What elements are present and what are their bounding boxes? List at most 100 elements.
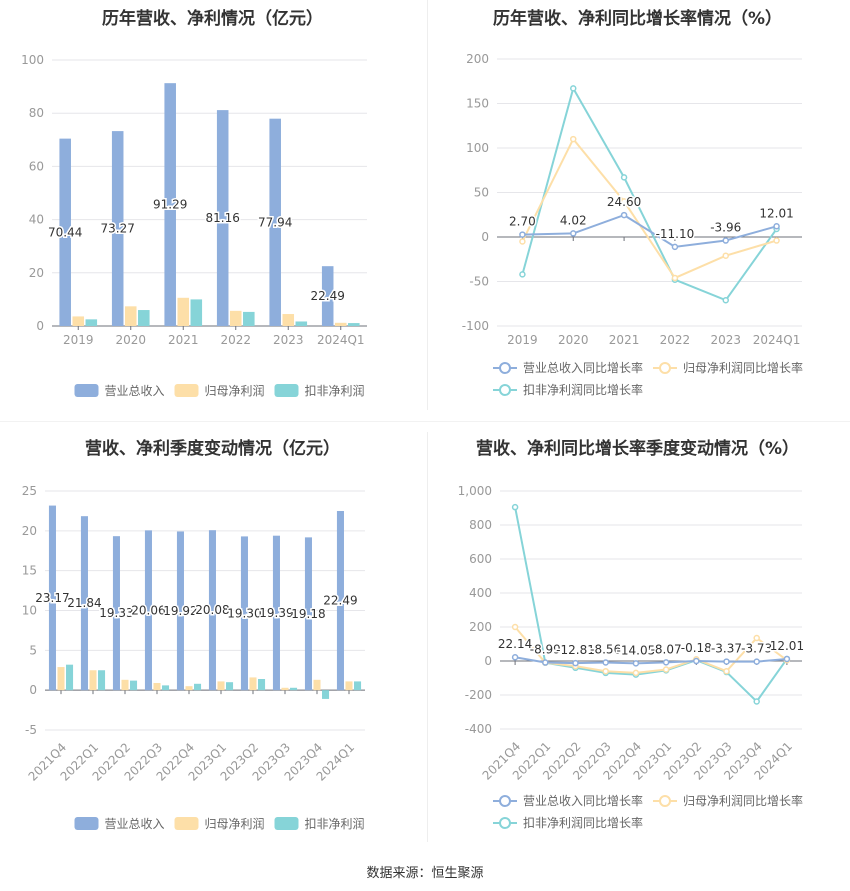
quarterly-revenue-bar-chart: -505101520252021Q42022Q12022Q22022Q32022…: [22, 484, 365, 831]
bar: [85, 319, 98, 326]
data-label: 73.27: [101, 222, 135, 236]
legend-label: 扣非净利润: [305, 817, 365, 831]
bar: [162, 685, 170, 691]
bar: [98, 670, 106, 691]
bar: [304, 537, 312, 691]
data-label: 19.33: [99, 606, 133, 620]
series-point: [671, 274, 679, 282]
x-tick-label: 2023: [710, 333, 741, 347]
y-tick-label: 60: [29, 159, 44, 173]
legend-label: 扣非净利润同比增长率: [523, 382, 643, 397]
y-tick-label: 20: [22, 524, 37, 538]
y-tick-label: 100: [466, 141, 489, 155]
series-point: [602, 659, 609, 666]
y-tick-label: 800: [469, 518, 492, 532]
bar: [345, 681, 353, 691]
bar: [190, 299, 203, 326]
y-tick-label: 50: [474, 186, 489, 200]
legend-label: 营业总收入: [105, 817, 165, 831]
legend-swatch: [174, 817, 199, 830]
data-label: -12.81: [556, 643, 595, 657]
bar: [72, 316, 85, 326]
x-tick-label: 2022: [660, 333, 691, 347]
data-label: 77.94: [258, 215, 292, 229]
series-point: [723, 658, 730, 665]
chart-title: 历年营收、净利同比增长率情况（%）: [492, 9, 783, 29]
x-tick-label: 2019: [507, 333, 538, 347]
bar: [59, 138, 71, 326]
bar: [336, 510, 344, 691]
data-label: 19.92: [163, 604, 197, 618]
data-source-note: 数据来源：恒生聚源: [366, 866, 484, 881]
quarterly-growth-line-chart: -400-20002004006008001,0002021Q42022Q120…: [458, 484, 806, 830]
data-label: 22.49: [323, 594, 357, 608]
legend-marker: [659, 362, 671, 374]
bar: [153, 682, 161, 691]
series-point: [753, 698, 760, 705]
series-point: [620, 198, 628, 205]
series-point: [511, 503, 519, 511]
series-line: [514, 626, 788, 674]
series-point: [620, 174, 628, 181]
bar: [138, 310, 150, 326]
series-line: [521, 137, 777, 280]
data-label: 19.18: [291, 607, 325, 621]
x-tick-label: 2024Q1: [317, 333, 365, 347]
data-label: 12.01: [770, 639, 804, 653]
bar: [80, 516, 88, 691]
y-tick-label: 15: [22, 564, 37, 578]
y-tick-label: 20: [29, 266, 44, 280]
legend-swatch: [74, 384, 99, 397]
y-tick-label: 200: [466, 52, 489, 66]
y-tick-label: 0: [29, 683, 37, 697]
data-label: 22.49: [311, 289, 345, 303]
data-label: 2.70: [509, 215, 536, 229]
data-label: 24.60: [607, 195, 641, 209]
series-point: [783, 655, 791, 663]
bar: [124, 306, 137, 326]
series-point: [602, 667, 609, 675]
chart-title: 营收、净利同比增长率季度变动情况（%）: [475, 439, 800, 459]
bar: [354, 681, 362, 691]
data-label: -3.73: [741, 642, 772, 656]
series-line: [514, 506, 788, 703]
legend-marker: [659, 795, 671, 807]
bar: [164, 83, 176, 326]
y-tick-label: 0: [481, 230, 489, 244]
panel-divider-vertical: [427, 0, 428, 410]
bar: [295, 321, 308, 326]
y-tick-label: -400: [465, 722, 492, 736]
data-label: 81.16: [206, 211, 240, 225]
legend-label: 归母净利润同比增长率: [683, 793, 803, 808]
data-label: 20.08: [195, 603, 229, 617]
series-point: [722, 296, 729, 304]
series-point: [511, 623, 519, 631]
bar: [176, 531, 184, 691]
bar: [208, 530, 216, 691]
series-point: [722, 252, 729, 259]
legend-label: 扣非净利润同比增长率: [523, 815, 643, 830]
legend-marker: [499, 795, 511, 807]
series-point: [662, 659, 670, 666]
series-point: [773, 237, 780, 244]
data-label: 23.17: [35, 591, 69, 605]
bar: [66, 664, 74, 691]
series-point: [753, 658, 760, 665]
legend-label: 营业总收入同比增长率: [523, 360, 643, 375]
series-point: [570, 230, 577, 237]
data-label: -3.96: [710, 221, 741, 235]
data-label: 12.01: [759, 206, 793, 220]
bar: [144, 530, 152, 691]
data-label: 21.84: [67, 596, 101, 610]
data-label: 70.44: [48, 225, 82, 239]
bar: [57, 667, 65, 691]
bar: [281, 687, 289, 691]
data-label: 20.06: [131, 603, 165, 617]
x-tick-label: 2024Q1: [753, 333, 801, 347]
bar: [216, 110, 229, 326]
legend-marker: [499, 362, 511, 374]
legend-label: 营业总收入: [105, 384, 165, 398]
data-label: -8.56: [590, 642, 621, 656]
series-point: [570, 135, 577, 143]
y-tick-label: 150: [466, 97, 489, 111]
